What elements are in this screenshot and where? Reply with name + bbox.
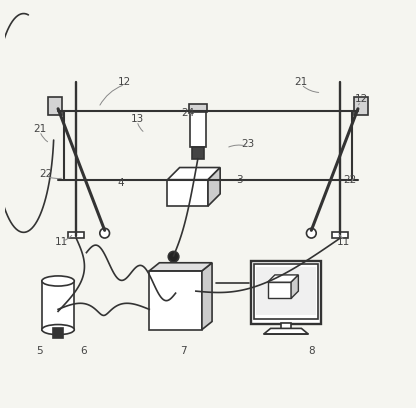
Circle shape: [168, 251, 179, 262]
Polygon shape: [202, 263, 212, 330]
Polygon shape: [291, 275, 298, 298]
Bar: [192, 147, 204, 159]
Circle shape: [307, 228, 316, 238]
Text: 13: 13: [131, 114, 144, 124]
Bar: [256, 267, 316, 315]
Polygon shape: [168, 168, 220, 180]
Text: 4: 4: [118, 177, 124, 188]
Text: 5: 5: [37, 346, 43, 356]
Bar: [53, 328, 63, 338]
Text: 24: 24: [181, 108, 194, 118]
Polygon shape: [208, 168, 220, 206]
Text: 12: 12: [118, 78, 131, 87]
Text: 3: 3: [236, 175, 243, 186]
Polygon shape: [267, 275, 298, 282]
Bar: [254, 264, 318, 319]
Bar: [42, 281, 74, 330]
Text: 6: 6: [80, 346, 87, 356]
Text: 23: 23: [241, 140, 254, 149]
Text: 11: 11: [54, 237, 68, 248]
Bar: [190, 111, 206, 147]
Polygon shape: [149, 263, 212, 271]
Bar: [332, 233, 348, 238]
Text: 8: 8: [308, 346, 314, 356]
Bar: [267, 282, 291, 298]
Bar: [168, 180, 208, 206]
Bar: [354, 97, 368, 115]
Ellipse shape: [42, 276, 74, 286]
Text: 22: 22: [39, 169, 52, 179]
Text: 12: 12: [354, 95, 368, 104]
Bar: [281, 323, 291, 331]
Text: 22: 22: [343, 175, 357, 186]
Bar: [149, 271, 202, 330]
Bar: [48, 97, 62, 115]
Circle shape: [100, 228, 109, 238]
Ellipse shape: [42, 324, 74, 335]
Bar: [250, 261, 322, 324]
Text: 7: 7: [181, 346, 187, 356]
Text: 11: 11: [337, 237, 350, 248]
Text: 21: 21: [295, 78, 308, 87]
Polygon shape: [264, 328, 308, 334]
Bar: [189, 104, 207, 112]
Bar: [68, 233, 84, 238]
Text: 21: 21: [33, 124, 47, 134]
